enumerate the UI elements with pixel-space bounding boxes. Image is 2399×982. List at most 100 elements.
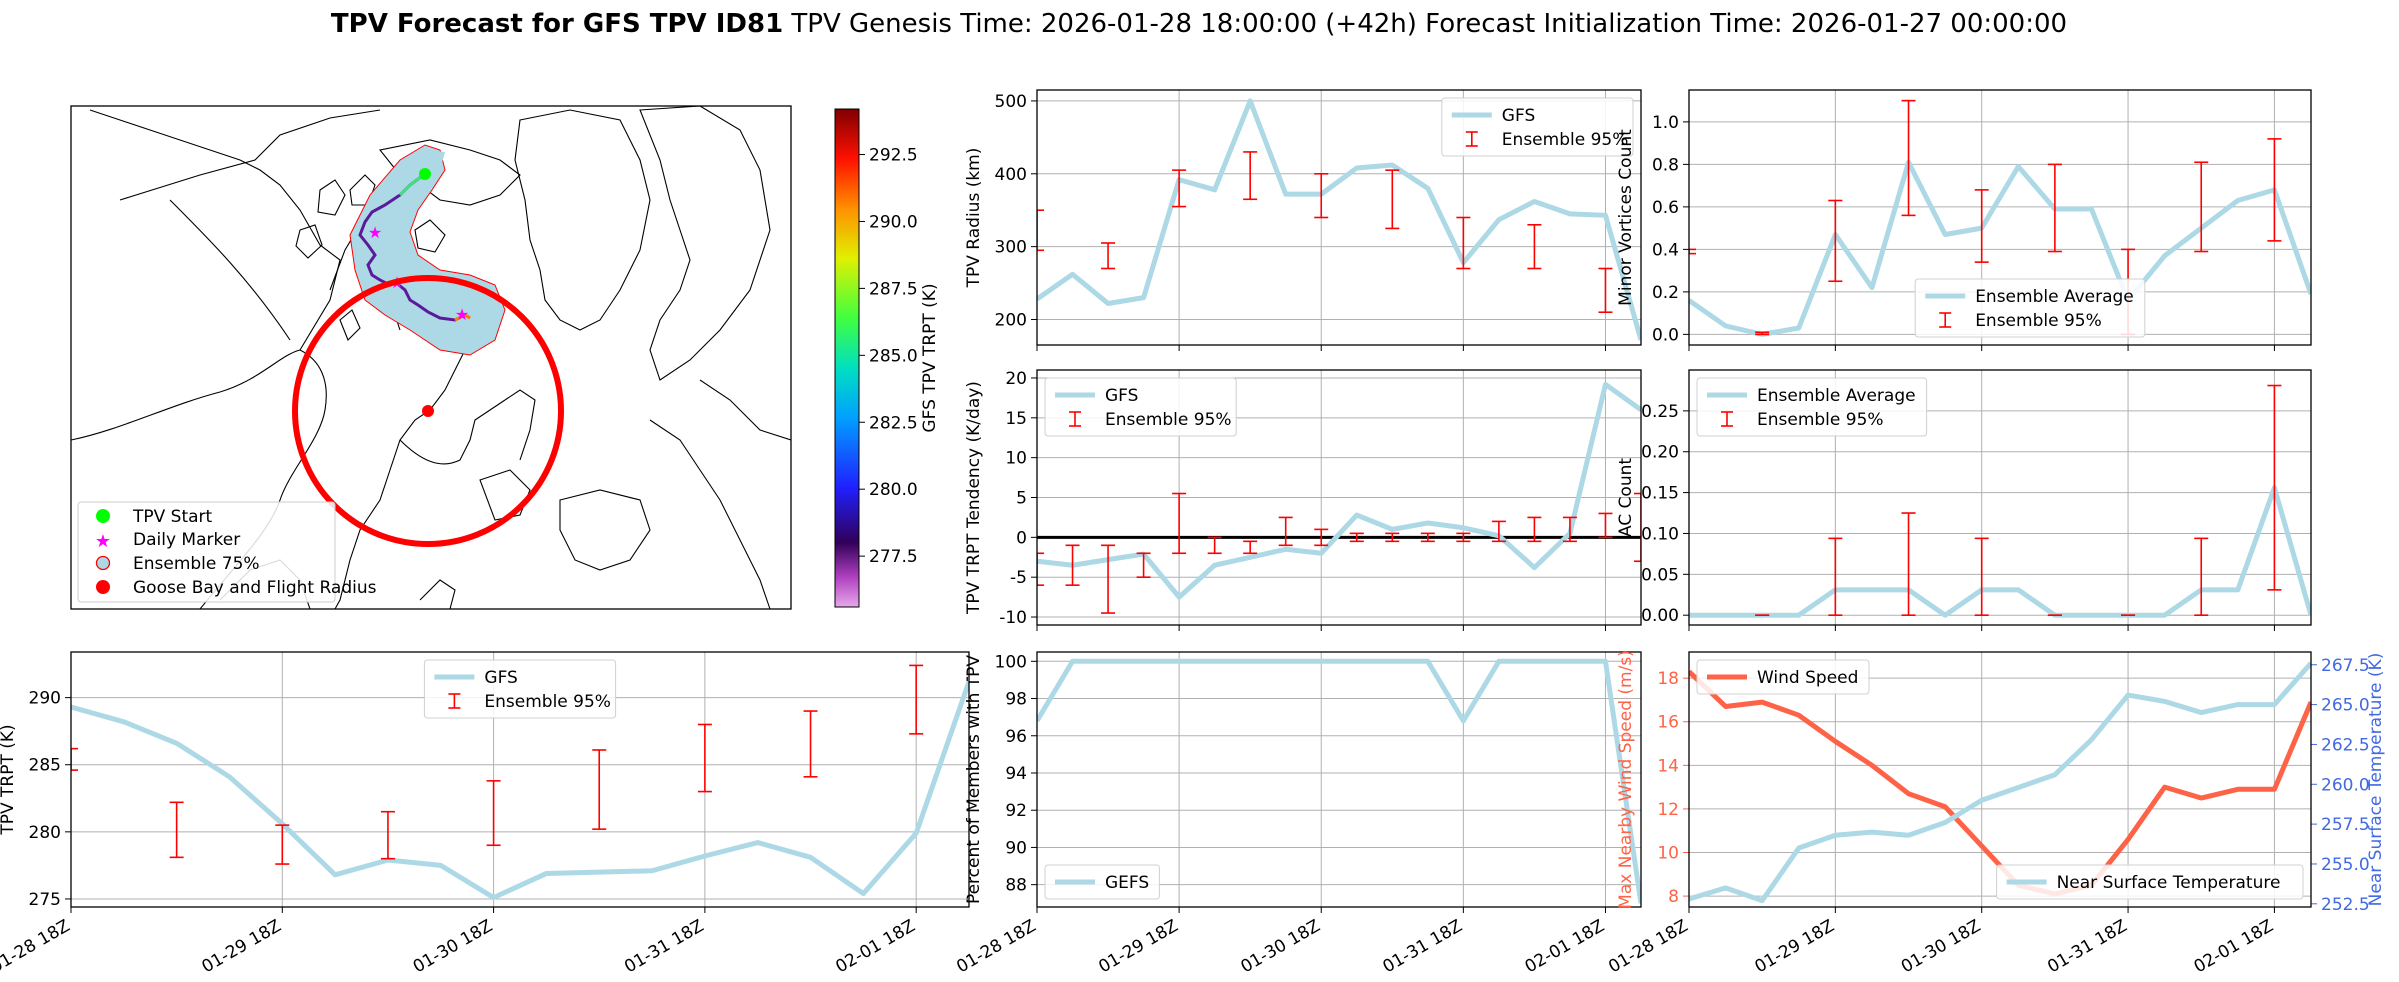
legend-label: Ensemble 95% [1757,410,1884,430]
error-bar [1243,540,1258,555]
plot-area [71,664,969,901]
colorbar-gradient [834,108,860,608]
y-tick-label: 200 [995,311,1027,331]
tpv-start-marker [419,168,431,180]
series-line-gfs [1037,98,1641,341]
y-tick-label: 0.0 [1652,325,1679,345]
error-bar [1828,537,1843,616]
y-tick-label: 0.00 [1641,606,1679,626]
chart-legend: GFS Ensemble 95% [1441,97,1634,157]
legend-label: GEFS [1105,873,1149,893]
tpv-track: ★ ★ ★ [292,168,564,547]
y-tick-label: 8 [1668,887,1679,907]
error-bar [1689,248,1696,255]
error-bar [1243,151,1258,201]
legend-tpv-start: TPV Start [132,507,213,527]
plot-area [1689,99,2311,337]
error-bar [1598,512,1613,539]
axes-frame [1036,369,1642,626]
error-bar [1101,544,1116,614]
y-tick-label: 14 [1657,756,1679,776]
error-bar [909,664,924,735]
x-tick-label: 02-01 18Z [2191,916,2277,977]
error-bar [1136,552,1151,578]
y-tick-label: 0.20 [1641,443,1679,463]
y2-tick-label: 262.5 [2321,735,2370,755]
series-line-wind-speed [1689,669,2311,897]
y2-tick-label: 257.5 [2321,815,2370,835]
error-bar [1349,532,1364,543]
y-tick-label: -10 [999,608,1027,628]
y-tick-label: 100 [995,652,1027,672]
ensemble-legend-icon [95,555,111,571]
error-bar [1456,532,1471,543]
error-bar [1527,516,1542,543]
error-bar [2194,161,2209,253]
error-bar [1527,223,1542,270]
error-bar [1598,267,1613,314]
y-tick-label: 500 [995,92,1027,112]
y-tick-label: 300 [995,238,1027,258]
error-bar [1974,189,1989,263]
x-tick-label: 01-28 18Z [0,916,74,977]
title-rest: TPV Genesis Time: 2026-01-28 18:00:00 (+… [790,9,2067,39]
error-bar [1385,532,1400,543]
plot-area [1689,384,2311,618]
series-line-gfs [1037,381,1641,600]
legend-label: Ensemble 95% [484,692,611,712]
y-tick-label: 0.15 [1641,484,1679,504]
legend-label: GFS [484,668,517,688]
legend-label: Ensemble 95% [1105,410,1232,430]
y-tick-label: 0.25 [1641,402,1679,422]
x-tick-label: 01-28 18Z [953,916,1039,977]
y-axis-label: TPV Radius (km) [964,148,984,289]
chart-legend: Near Surface Temperature [1996,864,2304,900]
error-bar [1385,169,1400,230]
legend-label: Ensemble 95% [1975,311,2102,331]
y-tick-label: 0.10 [1641,524,1679,544]
error-bar [1314,172,1329,219]
error-bar [1278,516,1293,547]
x-tick-label: 02-01 18Z [1522,916,1608,977]
error-bar [1172,169,1187,208]
y-tick-label: 400 [995,165,1027,185]
x-tick-label: 02-01 18Z [832,916,918,977]
y-tick-label: 16 [1657,713,1679,733]
y-tick-label: 0.8 [1652,155,1679,175]
axes-frame [70,651,970,908]
legend-daily-marker: Daily Marker [133,530,240,550]
legend-label: GFS [1105,386,1138,406]
series-line-gfs [71,680,969,901]
plot-area [1037,658,1641,904]
legend-goose-bay: Goose Bay and Flight Radius [133,578,377,598]
error-bar [592,749,607,830]
y-tick-label: 18 [1657,669,1679,689]
series-line-ensemble-average [1689,485,2311,618]
chart-tendency: -10 -5 0 5 10 15 20 TPV TRPT Tendency (K/day) GF… [964,369,1642,631]
error-bar [2267,138,2282,242]
chart-minor: 0.0 0.2 0.4 0.6 0.8 1.0 Minor Vortices Count En… [1616,89,2312,351]
chart-wind: 01-28 18Z 01-29 18Z 01-30 18Z 01-31 18Z 02-0… [1605,650,2386,977]
series-line-ensemble-average [1689,159,2311,337]
error-bar [1314,528,1329,547]
error-bar [1037,209,1044,252]
y-tick-label: 20 [1005,369,1027,389]
colorbar-tick-label: 292.5 [869,146,918,166]
series-line-gefs [1037,658,1641,904]
chart-percent: 01-28 18Z 01-29 18Z 01-30 18Z 01-31 18Z 02-0… [953,651,1642,977]
map-panel: ★ ★ ★ ★ TPV Start Daily Marker Ensemble … [70,105,940,610]
x-tick-label: 01-30 18Z [1898,916,1984,977]
y-tick-label: 0 [1016,528,1027,548]
colorbar-tick-label: 287.5 [869,279,918,299]
y-axis-label: Max Nearby Wind Speed (m/s) [1616,650,1636,909]
flight-radius-circle [292,275,564,547]
error-bar [1101,242,1116,270]
y-tick-label: 285 [29,756,61,776]
legend-label: Near Surface Temperature [2057,873,2281,893]
chart-legend: Ensemble Average Ensemble 95% [1696,377,1928,437]
x-tick-label: 01-28 18Z [1605,916,1691,977]
y-tick-label: 88 [1005,876,1027,896]
chart-ac: 0.00 0.05 0.10 0.15 0.20 0.25 AC Count Ensemble… [1616,369,2312,631]
chart-radius: 200 300 400 500 TPV Radius (km) GFS Ensemble 9… [964,89,1642,351]
ensemble-75-area [349,144,506,356]
